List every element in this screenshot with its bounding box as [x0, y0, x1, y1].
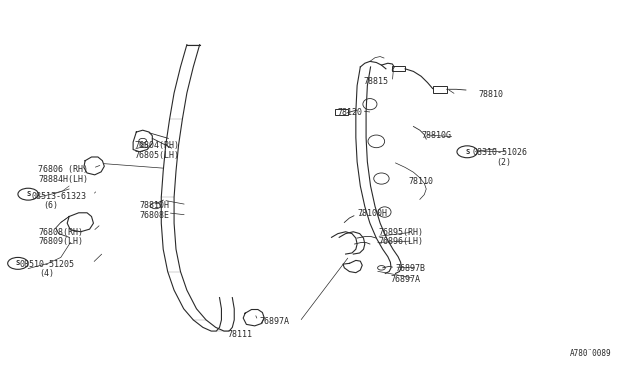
Text: 78111: 78111 — [227, 330, 252, 339]
Text: 76805(LH): 76805(LH) — [134, 151, 179, 160]
Text: 76808(RH): 76808(RH) — [38, 228, 83, 237]
Text: 78120: 78120 — [338, 108, 363, 117]
Text: 78110: 78110 — [408, 177, 433, 186]
Text: 76804(RH): 76804(RH) — [134, 141, 179, 150]
Text: 76895(RH): 76895(RH) — [379, 228, 424, 237]
Text: 78810G: 78810G — [421, 131, 451, 140]
Text: 76809(LH): 76809(LH) — [38, 237, 83, 246]
Text: 76806 (RH): 76806 (RH) — [38, 165, 88, 174]
Text: 08510-51205: 08510-51205 — [19, 260, 74, 269]
Text: 78815: 78815 — [364, 77, 388, 86]
Text: 76808E: 76808E — [140, 211, 170, 220]
Text: S: S — [26, 191, 30, 197]
Text: A780¨0089: A780¨0089 — [570, 349, 611, 358]
Text: (2): (2) — [496, 158, 511, 167]
Text: 78100H: 78100H — [357, 209, 387, 218]
Text: 76897A: 76897A — [259, 317, 289, 326]
Text: 78884H(LH): 78884H(LH) — [38, 175, 88, 184]
Text: 08310-51026: 08310-51026 — [472, 148, 527, 157]
Text: (6): (6) — [44, 201, 58, 210]
Text: 76897B: 76897B — [396, 264, 426, 273]
Text: 78810H: 78810H — [140, 201, 170, 210]
Text: S: S — [465, 149, 469, 155]
Text: 76896(LH): 76896(LH) — [379, 237, 424, 246]
Text: 08513-61323: 08513-61323 — [32, 192, 87, 201]
Text: 76897A: 76897A — [390, 275, 420, 283]
Text: 78810: 78810 — [479, 90, 504, 99]
Text: S: S — [16, 260, 20, 266]
Text: (4): (4) — [40, 269, 54, 278]
